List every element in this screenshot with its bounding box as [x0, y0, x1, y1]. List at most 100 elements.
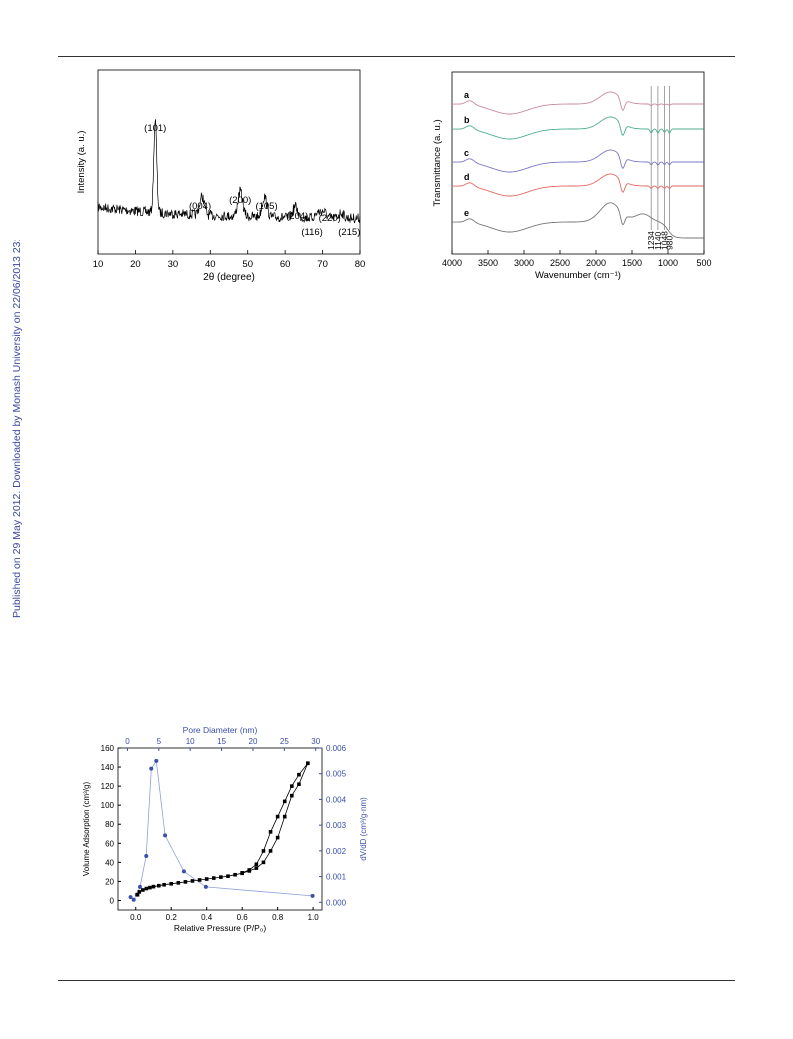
ftir-series-line-e	[452, 202, 704, 239]
bet-adsorption-point	[169, 881, 174, 886]
bet-x-tick-label: 0.0	[130, 913, 142, 922]
bet-y-axis-label: Volume Adsorption (cm³/g)	[82, 782, 91, 877]
ftir-x-tick-label: 1500	[622, 258, 642, 268]
bet-right-axis-label: dV/dD (cm³/g·nm)	[359, 797, 368, 861]
bet-y2-tick-label: 0.000	[326, 898, 347, 907]
bet-adsorption-point	[204, 877, 209, 881]
ftir-x-tick-label: 1000	[658, 258, 678, 268]
xrd-peak-label: (101)	[144, 123, 166, 134]
ftir-band-label: 1140	[653, 231, 663, 250]
bet-adsorption-point	[157, 883, 161, 888]
bet-desorption-point	[282, 799, 287, 804]
bet-y2-tick-label: 0.002	[326, 847, 347, 856]
bet-adsorption-point	[233, 872, 237, 877]
bet-desorption-point	[290, 784, 294, 788]
xrd-peak-label: (200)	[229, 195, 251, 206]
bet-desorption-point	[268, 830, 273, 834]
bet-pore-distribution-point	[149, 766, 154, 771]
xrd-x-tick-label: 10	[93, 259, 104, 270]
ftir-series-line-d	[452, 173, 704, 197]
xrd-chart: 10 20 30 40 50 60 70 80 (101) (004) (200) (105) (20…	[76, 69, 366, 283]
bet-x2-tick-label: 30	[311, 737, 320, 746]
bet-y-tick-label: 160	[101, 744, 115, 753]
bet-y2-tick-label: 0.004	[326, 795, 347, 804]
bet-adsorption-point	[162, 882, 166, 887]
xrd-y-axis-label: Intensity (a. u.)	[76, 131, 87, 194]
ftir-band-label: 1048	[660, 231, 670, 250]
ftir-series-line-a	[452, 91, 704, 115]
bet-figure: 0.0 0.2 0.4 0.6 0.8 1.0 0 20 40 60 80 100 120 140 160 0…	[76, 722, 376, 943]
bet-y-tick-label: 120	[101, 782, 115, 791]
xrd-pattern-line	[97, 119, 361, 224]
ftir-series-label: d	[464, 172, 470, 182]
bet-x2-tick-label: 10	[186, 737, 195, 746]
bet-y2-tick-label: 0.003	[326, 821, 347, 830]
bet-x-tick-label: 0.4	[201, 913, 213, 922]
ftir-x-axis-label: Wavenumber (cm⁻¹)	[535, 270, 621, 281]
ftir-x-tick-label: 4000	[442, 258, 462, 268]
bet-adsorption-point	[254, 866, 259, 870]
bet-adsorption-point	[261, 860, 266, 865]
header-rule	[58, 56, 735, 57]
ftir-band-label: 980	[664, 236, 674, 250]
ftir-x-tick-label: 500	[696, 258, 711, 268]
bet-adsorption-point	[144, 886, 149, 891]
bet-adsorption-point	[190, 879, 195, 883]
bet-pore-distribution-point	[154, 758, 159, 763]
bet-pore-distribution-point	[128, 895, 133, 900]
xrd-x-tick-label: 20	[130, 259, 141, 270]
bet-y2-tick-label: 0.005	[326, 770, 347, 779]
bet-desorption-point	[261, 849, 266, 853]
bet-desorption-line	[242, 762, 309, 874]
xrd-figure: 10 20 30 40 50 60 70 80 (101) (004) (200) (105) (20…	[74, 64, 374, 305]
bet-adsorption-point	[183, 880, 188, 884]
bet-adsorption-point	[219, 875, 223, 879]
ftir-y-axis-label: Transmittance (a. u.)	[432, 119, 443, 206]
bet-pore-distribution-point	[137, 884, 142, 889]
xrd-peak-label: (220)	[319, 213, 341, 224]
bet-desorption-point	[297, 772, 301, 777]
bet-pore-distribution-point	[310, 893, 315, 898]
bet-y2-tick-label: 0.006	[326, 744, 347, 753]
bet-pore-distribution-point	[181, 869, 186, 874]
bet-pore-distribution-point	[144, 854, 149, 858]
bet-desorption-point	[240, 871, 244, 875]
bet-x2-tick-label: 5	[157, 737, 162, 746]
xrd-peak-label: (116)	[301, 227, 322, 238]
bet-x2-tick-label: 25	[280, 737, 289, 746]
ftir-plot-frame	[451, 71, 705, 255]
bet-adsorption-point	[282, 814, 287, 819]
xrd-peak-label: (204)	[286, 211, 308, 222]
bet-adsorption-point	[268, 849, 273, 853]
xrd-x-tick-label: 60	[280, 259, 291, 270]
bet-adsorption-point	[137, 890, 142, 894]
xrd-x-tick-label: 50	[242, 259, 253, 270]
xrd-x-tick-label: 40	[205, 259, 216, 270]
bet-x-tick-label: 0.6	[237, 913, 249, 922]
bet-pore-distribution-point	[131, 897, 136, 902]
bet-desorption-point	[275, 814, 280, 819]
ftir-x-tick-label: 3500	[478, 258, 498, 268]
bet-y-tick-label: 0	[110, 896, 115, 905]
xrd-x-axis-label: 2θ (degree)	[203, 272, 255, 283]
bet-top-axis-label: Pore Diameter (nm)	[183, 725, 258, 735]
bet-x2-tick-label: 15	[217, 737, 226, 746]
bet-x-tick-label: 0.8	[272, 913, 284, 922]
bet-adsorption-line	[137, 763, 309, 896]
bet-adsorption-point	[275, 835, 280, 840]
xrd-x-tick-label: 80	[355, 259, 366, 270]
ftir-series-line-b	[452, 116, 704, 140]
bet-adsorption-point	[148, 885, 152, 890]
bet-adsorption-point	[226, 874, 230, 878]
bet-y-tick-label: 20	[105, 877, 114, 886]
bet-adsorption-point	[297, 782, 301, 787]
download-notice: Published on 29 May 2012. Downloaded by …	[6, 240, 26, 620]
footer-rule	[58, 980, 735, 981]
bet-adsorption-point	[151, 884, 156, 889]
xrd-peak-label: (215)	[338, 227, 360, 238]
bet-x2-tick-label: 20	[249, 737, 258, 746]
ftir-x-tick-label: 2000	[586, 258, 606, 268]
xrd-x-tick-label: 30	[168, 259, 179, 270]
ftir-series-line-c	[452, 149, 704, 173]
